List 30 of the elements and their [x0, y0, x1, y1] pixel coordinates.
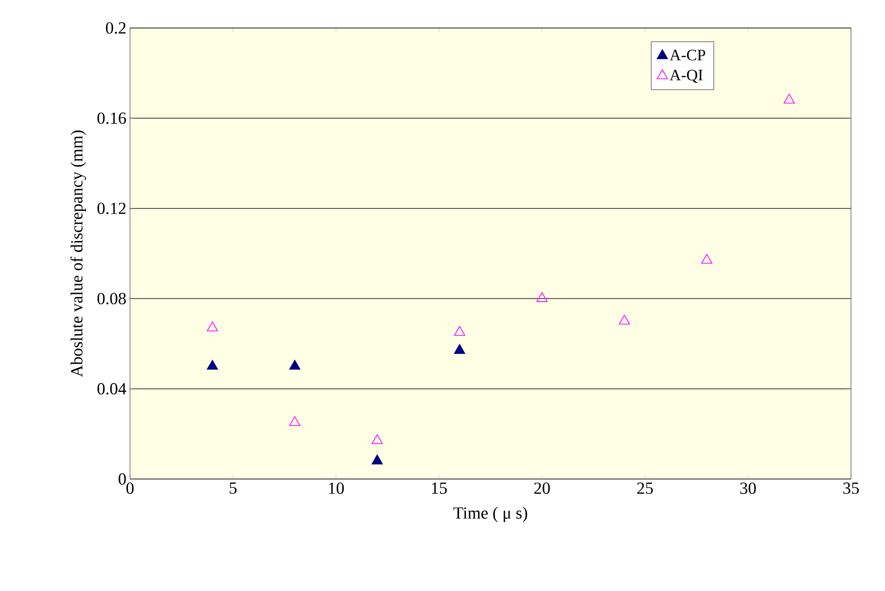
- x-tick-label: 30: [740, 482, 756, 494]
- x-axis-title: Time ( μ s): [453, 506, 528, 522]
- y-tick-label: 0.12: [97, 202, 126, 214]
- point: [454, 344, 466, 354]
- point: [206, 360, 218, 370]
- point: [372, 454, 383, 464]
- y-tick-label: 0.08: [97, 292, 126, 304]
- y-tick-label: 0.04: [97, 383, 126, 395]
- legend-label: A-CP: [670, 50, 706, 60]
- x-tick-label: 25: [637, 482, 653, 494]
- point: [701, 254, 712, 264]
- x-tick-label: 15: [432, 482, 447, 494]
- legend-label: A-QI: [670, 70, 703, 83]
- point: [206, 322, 218, 332]
- point: [618, 314, 630, 325]
- x-tick-label: 35: [843, 482, 859, 494]
- x-tick-label: 10: [329, 482, 344, 494]
- y-tick-label: 0: [118, 473, 126, 485]
- point: [372, 434, 383, 444]
- x-tick-label: 20: [534, 482, 550, 494]
- point: [784, 94, 795, 104]
- x-tick-label: 5: [230, 482, 237, 494]
- point: [289, 416, 300, 426]
- y-tick-label: 0.2: [106, 22, 126, 34]
- y-axis-title: Aboslute value of discrepancy (mm): [70, 130, 86, 378]
- y-tick-label: 0.16: [97, 112, 126, 124]
- point: [289, 360, 300, 370]
- x-tick-label: 0: [126, 482, 134, 494]
- point: [536, 292, 548, 302]
- point: [454, 326, 466, 336]
